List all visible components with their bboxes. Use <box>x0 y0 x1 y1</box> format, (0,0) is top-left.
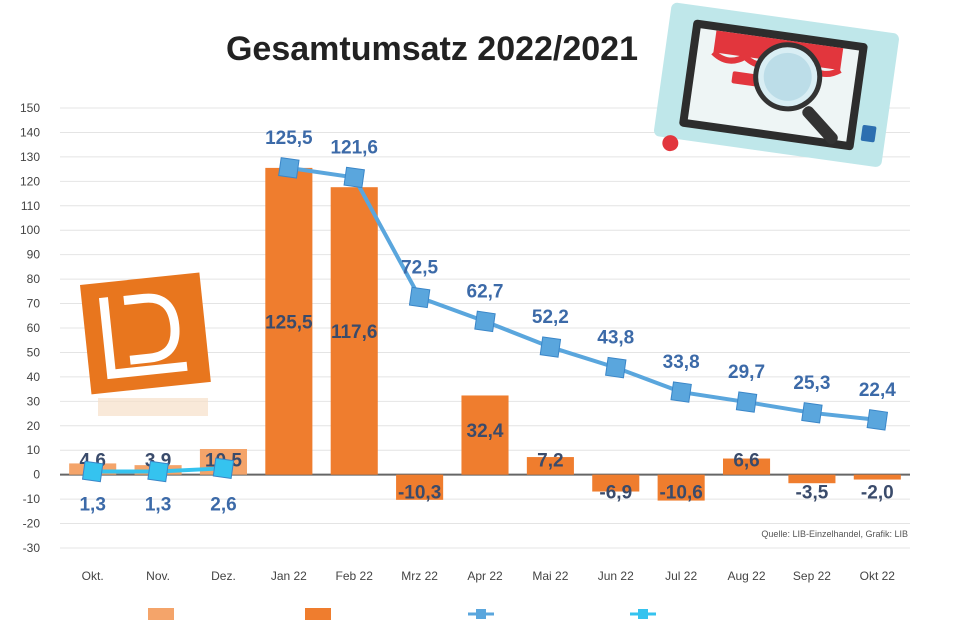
bar <box>396 474 444 500</box>
x-tick-label: Apr 22 <box>467 569 503 583</box>
logo-icon <box>80 272 211 395</box>
bar <box>265 167 313 475</box>
y-tick-label: 140 <box>20 125 40 139</box>
line-marker <box>147 460 169 483</box>
y-tick-label: 20 <box>27 419 41 433</box>
y-tick-label: -10 <box>23 492 41 506</box>
y-tick-label: 50 <box>27 345 41 359</box>
x-tick-label: Jan 22 <box>271 569 307 583</box>
bar <box>853 474 901 480</box>
bar-label: 117,6 <box>331 322 378 343</box>
y-tick-label: 130 <box>20 150 40 164</box>
y-tick-label: 100 <box>20 223 40 237</box>
y-tick-label: 0 <box>33 468 40 482</box>
line-label: 33,8 <box>663 352 700 373</box>
line-marker <box>212 457 235 480</box>
y-tick-label: 80 <box>27 272 41 286</box>
x-tick-label: Jul 22 <box>665 569 697 583</box>
y-tick-label: 70 <box>27 297 41 311</box>
x-tick-label: Sep 22 <box>793 569 831 583</box>
line-label: 1,3 <box>79 495 105 516</box>
legend-swatch <box>305 608 331 620</box>
line-label: 29,7 <box>728 362 765 383</box>
line-label: 22,4 <box>859 380 896 401</box>
y-tick-label: 40 <box>27 370 41 384</box>
magnifier-store-icon <box>653 2 899 167</box>
bar-label: -3,5 <box>796 483 829 504</box>
bar-label: 32,4 <box>467 421 504 442</box>
bar <box>461 395 509 475</box>
line-marker <box>343 166 365 189</box>
bar-label: -10,3 <box>398 483 441 504</box>
series-line <box>288 165 878 422</box>
legend-swatch <box>148 608 174 620</box>
x-tick-label: Jun 22 <box>598 569 634 583</box>
legend-marker <box>638 609 648 619</box>
line-label: 1,3 <box>145 495 171 516</box>
line-marker <box>474 310 496 333</box>
bar-label: -2,0 <box>861 483 894 504</box>
legend <box>148 608 656 620</box>
x-axis-ticks: Okt. Nov. Dez. Jan 22 Feb 22 Mrz 22 Apr 22 Mai … <box>82 569 896 583</box>
line-label: 2,6 <box>210 495 236 516</box>
bars <box>69 167 901 501</box>
line-label: 62,7 <box>467 281 504 302</box>
line-marker <box>81 460 104 483</box>
line-marker <box>278 157 300 179</box>
line-marker <box>801 402 823 424</box>
line-marker <box>866 409 889 431</box>
x-tick-label: Mrz 22 <box>401 569 438 583</box>
y-axis-ticks: 1501401301201101009080706050403020100-10… <box>20 101 40 555</box>
y-tick-label: 120 <box>20 174 40 188</box>
y-tick-label: 10 <box>27 443 41 457</box>
x-tick-label: Aug 22 <box>728 569 766 583</box>
bar-label: 7,2 <box>537 451 563 472</box>
line-label: 43,8 <box>597 328 634 349</box>
y-tick-label: 90 <box>27 248 41 262</box>
x-tick-label: Feb 22 <box>336 569 374 583</box>
bar-label: -6,9 <box>599 483 632 504</box>
x-tick-label: Okt 22 <box>860 569 896 583</box>
line-marker <box>735 391 758 413</box>
bar-label: 125,5 <box>265 312 313 333</box>
x-tick-label: Nov. <box>146 569 170 583</box>
line-marker <box>408 286 431 309</box>
bar-label: 6,6 <box>733 451 759 472</box>
bar-label: -10,6 <box>659 483 702 504</box>
bar <box>592 474 640 492</box>
y-tick-label: 150 <box>20 101 40 115</box>
bar <box>788 474 836 484</box>
y-tick-label: 30 <box>27 394 41 408</box>
x-tick-label: Okt. <box>82 569 104 583</box>
bar <box>526 457 574 475</box>
legend-marker <box>476 609 486 619</box>
x-tick-label: Mai 22 <box>532 569 568 583</box>
line-marker <box>670 381 692 403</box>
line-marker <box>539 336 562 358</box>
bar <box>657 474 705 501</box>
line-label: 72,5 <box>401 257 438 278</box>
y-tick-label: 110 <box>21 199 40 213</box>
line-label: 52,2 <box>532 307 569 328</box>
chart-title: Gesamtumsatz 2022/2021 <box>226 30 638 68</box>
y-tick-label: -30 <box>23 541 41 555</box>
y-tick-label: -20 <box>23 517 41 531</box>
line-marker <box>605 356 627 379</box>
bar <box>723 458 771 475</box>
logo-shadow <box>98 398 208 416</box>
line-labels: 125,5 121,6 72,5 62,7 52,2 43,8 33,8 29,7 25,3 22… <box>79 128 896 516</box>
bar <box>330 187 378 475</box>
y-tick-label: 60 <box>27 321 41 335</box>
line-label: 121,6 <box>330 137 378 158</box>
lines <box>81 157 889 483</box>
source-note: Quelle: LIB-Einzelhandel, Grafik: LIB <box>761 529 908 539</box>
x-tick-label: Dez. <box>211 569 236 583</box>
line-label: 125,5 <box>265 128 313 149</box>
line-label: 25,3 <box>793 373 830 394</box>
